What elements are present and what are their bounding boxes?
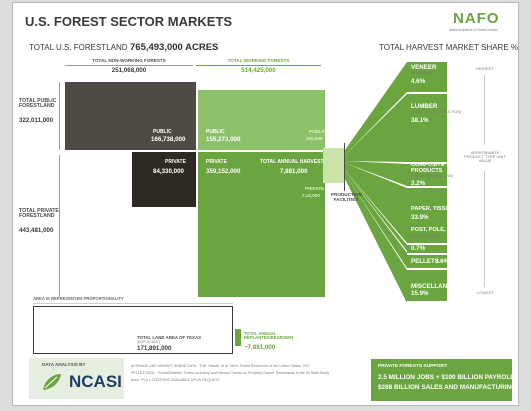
harvest-private-label: PRIVATE: [305, 186, 325, 191]
private-row-value: 443,481,000: [19, 227, 54, 234]
product-composite-pct: 3.2%: [411, 180, 426, 187]
harvest-public-label: PUBLIC: [309, 129, 327, 134]
ncasi-logo: NCASI: [69, 372, 122, 391]
scale-middle: APPROXIMATE PRODUCT TYPE UNIT VALUE: [464, 150, 506, 164]
product-bar-veneer: [407, 62, 447, 92]
scale-line-bottom: [484, 171, 485, 287]
public-row-bracket: [59, 82, 60, 150]
working-private-area: [198, 152, 325, 297]
w-public-value: 155,273,000: [206, 136, 241, 143]
product-veneer-pct: 4.6%: [411, 78, 426, 85]
working-public-area: [198, 90, 325, 150]
working-label: TOTAL WORKING FORESTS: [227, 58, 290, 63]
private-support-line1: 2.5 MILLION JOBS + $100 BILLION PAYROLL: [378, 374, 515, 381]
scale-lowest: LOWEST: [477, 290, 494, 295]
public-row-value: 322,011,000: [19, 117, 54, 124]
product-post-name: POST, POLE, PILING: [411, 227, 466, 233]
product-misc-pct: 15.9%: [411, 290, 429, 297]
product-post-pct: 0.7%: [411, 245, 426, 252]
product-veneer-sub: (FURNITURE): [411, 71, 435, 75]
product-bars: [407, 62, 447, 301]
product-pellets-name: PELLETS: [411, 258, 439, 265]
nw-private-label: PRIVATE: [165, 159, 186, 165]
texas-label: TOTAL LAND AREA OF TEXAS: [137, 335, 202, 340]
annual-harvest-value: 7,881,000: [280, 168, 308, 175]
proportionality-divider: [33, 303, 233, 304]
total-forestland-label: TOTAL U.S. FORESTLAND: [29, 43, 128, 52]
nafo-logo: NAFO: [453, 10, 500, 27]
production-facilities-label: PRODUCTION FACILITIES: [331, 192, 362, 202]
annual-harvest-label: TOTAL ANNUAL HARVEST: [260, 159, 324, 165]
private-row-label: TOTAL PRIVATE FORESTLAND: [19, 208, 59, 220]
product-bar-composite: [407, 164, 447, 186]
sources-line-1: ACREAGE AND MARKET SHARE DATA : "FIA: Os…: [131, 364, 311, 368]
total-forestland-value: 765,493,000 ACRES: [130, 42, 219, 53]
product-lumber-sub: (HOUSING, CONSTRUCTION): [411, 110, 462, 114]
texas-scale-box: [33, 306, 233, 354]
w-private-value: 359,152,000: [206, 168, 241, 175]
w-public-label: PUBLIC: [206, 129, 225, 135]
product-bar-pellets: [407, 255, 447, 268]
product-paper-name: PAPER, TISSUE, AND PACKAGING: [411, 206, 504, 212]
non-working-value: 251,068,000: [111, 67, 147, 74]
private-support-line2: $288 BILLION SALES AND MANUFACTURING: [378, 384, 517, 391]
replanted-swatch: [235, 329, 241, 346]
non-working-bracket: [65, 65, 193, 66]
product-bar-post: [407, 245, 447, 253]
replanted-value: ~7,881,000: [244, 344, 276, 351]
w-private-label: PRIVATE: [206, 159, 227, 165]
product-composite-sub: (PARTICLEBOARD, OSB): [411, 174, 454, 178]
nw-public-label: PUBLIC: [153, 129, 172, 135]
product-lumber-pct: 38.1%: [411, 117, 429, 124]
scale-highest: HIGHEST: [476, 66, 494, 71]
non-working-private-area: [132, 152, 196, 207]
production-facilities-marker: [344, 143, 345, 191]
replanted-label: TOTAL ANNUAL REPLANTED/REGROWN: [244, 331, 294, 341]
sources-line-2: PELLET DATA : "Forest2Market. Forest Inv…: [131, 371, 330, 375]
product-veneer-name: VENEER: [411, 64, 437, 71]
page-title: U.S. FOREST SECTOR MARKETS: [25, 14, 233, 29]
harvest-private-value: 7,x0,000: [302, 193, 320, 198]
product-composite-name: COMPOSITE PRODUCTS: [411, 162, 445, 174]
product-bar-misc: [407, 270, 447, 301]
product-paper-pct: 33.9%: [411, 214, 429, 221]
product-pellets-pct: 3.6%: [435, 258, 450, 265]
public-row-label: TOTAL PUBLIC FORESTLAND: [19, 98, 57, 110]
nw-private-value: 84,330,000: [153, 168, 184, 175]
ncasi-leaf-icon: [43, 374, 61, 390]
product-lumber-name: LUMBER: [411, 103, 438, 110]
working-value: 514,425,000: [241, 67, 276, 74]
product-bar-lumber: [407, 94, 447, 162]
working-bracket: [196, 65, 321, 66]
scale-line-top: [484, 75, 485, 145]
product-misc-name: MISCELLANEOUS: [411, 283, 465, 290]
product-post-sub: (UTILITY POLES): [411, 234, 440, 238]
nw-public-value: 166,738,000: [151, 136, 186, 143]
nafo-tagline: National Alliance of Forest Owners: [449, 28, 498, 32]
ncasi-logo-panel: [29, 358, 124, 399]
private-row-bracket: [59, 155, 60, 297]
texas-value: 171,891,000: [137, 345, 172, 352]
private-support-panel: [371, 359, 512, 401]
sources-line-3: Area. *FULL CITATIONS AVAILABLE UPON REQ…: [131, 378, 220, 382]
private-support-title: PRIVATE FORESTS SUPPORT:: [378, 364, 448, 369]
non-working-label: TOTAL NON-WORKING FORESTS: [92, 58, 166, 63]
non-working-public-area: [65, 82, 196, 150]
data-analysis-label: DATA ANALYSIS BY: [42, 362, 86, 367]
harvest-flow-fan: [323, 62, 407, 303]
proportionality-note: AREA IS REPRESENTED PROPORTIONALITY: [33, 296, 124, 301]
harvest-public-value: x00,000: [306, 136, 323, 141]
market-share-title: TOTAL HARVEST MARKET SHARE %: [379, 43, 518, 52]
infographic: U.S. FOREST SECTOR MARKETS NAFO National…: [12, 2, 519, 406]
texas-sub: (FOR SCALE): [137, 340, 160, 344]
product-bar-paper: [407, 188, 447, 243]
